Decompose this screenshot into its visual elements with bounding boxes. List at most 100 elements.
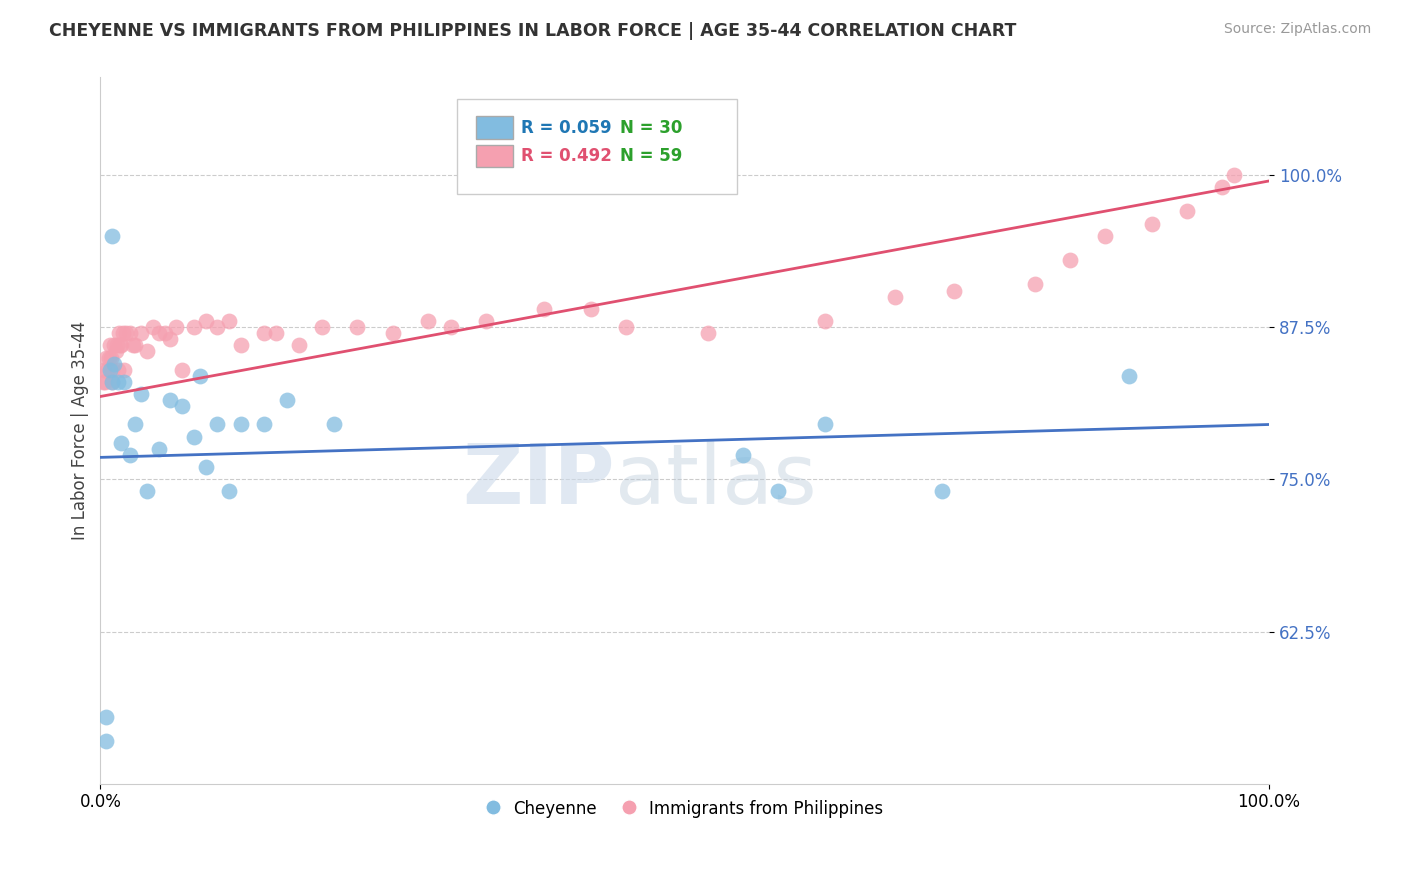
Point xyxy=(111,326,134,341)
Point xyxy=(1059,253,1081,268)
Point xyxy=(814,314,837,328)
Point xyxy=(153,326,176,341)
Point xyxy=(124,338,146,352)
Point xyxy=(733,448,755,462)
Point xyxy=(264,326,287,341)
Point xyxy=(533,301,555,316)
Point xyxy=(129,326,152,341)
Point xyxy=(103,357,125,371)
Point xyxy=(194,314,217,328)
FancyBboxPatch shape xyxy=(457,99,737,194)
Point xyxy=(931,484,953,499)
Point xyxy=(276,393,298,408)
Point xyxy=(101,375,124,389)
Point xyxy=(96,351,118,365)
Point xyxy=(101,362,124,376)
Point xyxy=(1211,180,1233,194)
Point xyxy=(136,344,159,359)
Point xyxy=(183,320,205,334)
Point xyxy=(93,362,115,376)
Point xyxy=(475,314,498,328)
Point xyxy=(1223,168,1246,182)
Point xyxy=(100,351,122,365)
Point xyxy=(1094,228,1116,243)
Point xyxy=(97,351,120,365)
Point xyxy=(205,417,228,432)
Point xyxy=(112,375,135,389)
Y-axis label: In Labor Force | Age 35-44: In Labor Force | Age 35-44 xyxy=(72,321,89,541)
Point xyxy=(91,375,114,389)
Point xyxy=(942,284,965,298)
Point xyxy=(124,417,146,432)
Point xyxy=(148,442,170,456)
Point xyxy=(172,362,194,376)
Point xyxy=(188,368,211,383)
Point xyxy=(115,326,138,341)
Point xyxy=(96,362,118,376)
Point xyxy=(1118,368,1140,383)
Point xyxy=(229,417,252,432)
Point xyxy=(118,326,141,341)
Point xyxy=(205,320,228,334)
Point xyxy=(218,484,240,499)
Point xyxy=(183,430,205,444)
Point xyxy=(107,362,129,376)
Point xyxy=(129,387,152,401)
Point xyxy=(98,338,121,352)
Point xyxy=(96,710,118,724)
Point xyxy=(159,393,181,408)
Point xyxy=(94,375,117,389)
Point xyxy=(103,338,125,352)
Point xyxy=(112,362,135,376)
Point xyxy=(346,320,368,334)
Point xyxy=(884,290,907,304)
Point xyxy=(108,326,131,341)
Point xyxy=(142,320,165,334)
Text: R = 0.059: R = 0.059 xyxy=(522,119,612,136)
Point xyxy=(766,484,789,499)
Point xyxy=(218,314,240,328)
Point xyxy=(697,326,720,341)
Point xyxy=(194,460,217,475)
Point xyxy=(172,399,194,413)
Point xyxy=(96,734,118,748)
Point xyxy=(104,344,127,359)
Text: ZIP: ZIP xyxy=(463,440,614,521)
FancyBboxPatch shape xyxy=(475,116,513,139)
Point xyxy=(98,362,121,376)
Point xyxy=(253,417,276,432)
Legend: Cheyenne, Immigrants from Philippines: Cheyenne, Immigrants from Philippines xyxy=(479,793,890,825)
Point xyxy=(110,435,132,450)
Text: N = 30: N = 30 xyxy=(620,119,683,136)
Text: CHEYENNE VS IMMIGRANTS FROM PHILIPPINES IN LABOR FORCE | AGE 35-44 CORRELATION C: CHEYENNE VS IMMIGRANTS FROM PHILIPPINES … xyxy=(49,22,1017,40)
Point xyxy=(136,484,159,499)
Point xyxy=(614,320,637,334)
Point xyxy=(416,314,439,328)
Point xyxy=(165,320,187,334)
Point xyxy=(1175,204,1198,219)
FancyBboxPatch shape xyxy=(475,145,513,167)
Point xyxy=(101,375,124,389)
Point xyxy=(105,338,128,352)
Point xyxy=(101,228,124,243)
Point xyxy=(288,338,311,352)
Point xyxy=(381,326,404,341)
Point xyxy=(1140,217,1163,231)
Text: R = 0.492: R = 0.492 xyxy=(522,147,612,165)
Text: N = 59: N = 59 xyxy=(620,147,683,165)
Point xyxy=(107,375,129,389)
Point xyxy=(229,338,252,352)
Point xyxy=(311,320,333,334)
Point xyxy=(118,448,141,462)
Point xyxy=(148,326,170,341)
Point xyxy=(110,338,132,352)
Point xyxy=(814,417,837,432)
Point xyxy=(1024,277,1046,292)
Point xyxy=(253,326,276,341)
Point xyxy=(159,332,181,346)
Point xyxy=(110,338,132,352)
Point xyxy=(323,417,346,432)
Text: Source: ZipAtlas.com: Source: ZipAtlas.com xyxy=(1223,22,1371,37)
Point xyxy=(440,320,463,334)
Point xyxy=(579,301,602,316)
